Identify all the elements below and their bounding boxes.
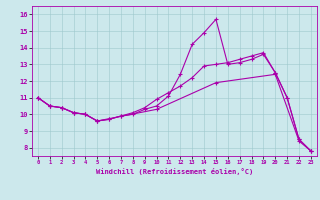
X-axis label: Windchill (Refroidissement éolien,°C): Windchill (Refroidissement éolien,°C) bbox=[96, 168, 253, 175]
